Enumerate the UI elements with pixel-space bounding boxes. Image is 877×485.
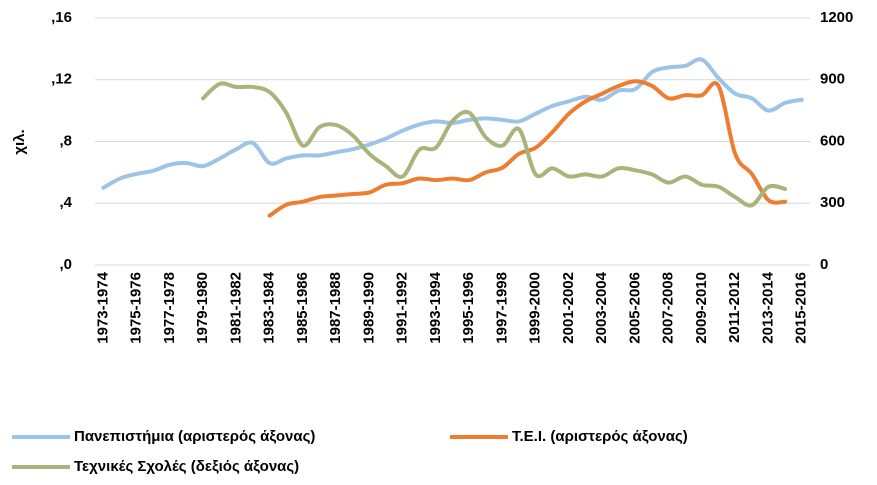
x-tick-label: 1989-1990 xyxy=(360,272,377,344)
y2-tick-label: 600 xyxy=(820,132,845,149)
y2-tick-label: 300 xyxy=(820,194,845,211)
legend-label: Τεχνικές Σχολές (δεξιός άξονας) xyxy=(74,458,299,475)
y-tick-label: ,4 xyxy=(59,194,72,211)
series-line xyxy=(201,81,788,208)
x-tick-label: 1981-1982 xyxy=(227,272,244,344)
y-tick-label: ,16 xyxy=(51,9,72,26)
x-tick-label: 1985-1986 xyxy=(294,272,311,344)
x-tick-label: 1995-1996 xyxy=(460,272,477,344)
x-tick-label: 1987-1988 xyxy=(327,272,344,344)
x-tick-label: 1973-1974 xyxy=(94,271,111,343)
x-tick-label: 2003-2004 xyxy=(593,271,610,343)
x-tick-label: 1993-1994 xyxy=(427,271,444,343)
x-tick-label: 1977-1978 xyxy=(161,272,178,344)
legend-label: Πανεπιστήμια (αριστερός άξονας) xyxy=(74,428,315,445)
x-tick-label: 2013-2014 xyxy=(759,271,776,343)
y2-tick-label: 0 xyxy=(820,256,828,273)
x-tick-label: 2007-2008 xyxy=(660,272,677,344)
y-tick-label: ,0 xyxy=(59,256,72,273)
y2-tick-label: 1200 xyxy=(820,9,853,26)
x-tick-label: 1979-1980 xyxy=(194,272,211,344)
x-tick-label: 2005-2006 xyxy=(626,272,643,344)
x-tick-label: 1997-1998 xyxy=(493,272,510,344)
x-tick-label: 2011-2012 xyxy=(726,272,743,343)
x-tick-label: 2015-2016 xyxy=(793,272,810,344)
x-tick-label: 1983-1984 xyxy=(261,271,278,343)
x-tick-label: 2001-2002 xyxy=(560,272,577,344)
y-axis-label: χιλ. xyxy=(11,129,28,154)
y-tick-label: ,12 xyxy=(51,71,72,88)
x-tick-label: 1975-1976 xyxy=(128,272,145,344)
x-tick-label: 1999-2000 xyxy=(527,272,544,344)
x-tick-label: 2009-2010 xyxy=(693,272,710,344)
y2-tick-label: 900 xyxy=(820,71,845,88)
legend-label: Τ.Ε.Ι. (αριστερός άξονας) xyxy=(512,428,688,445)
x-tick-label: 1991-1992 xyxy=(394,272,411,344)
y-tick-label: ,8 xyxy=(59,132,72,149)
